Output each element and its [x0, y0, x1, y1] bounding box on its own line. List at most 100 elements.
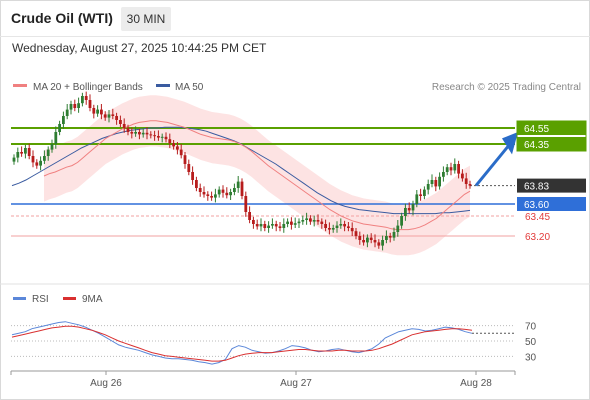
candle-body — [442, 172, 445, 177]
rsi-line — [11, 321, 473, 365]
candle-body — [415, 194, 419, 204]
candle-body — [195, 180, 198, 188]
candle-body — [58, 124, 61, 132]
candle-body — [62, 116, 65, 124]
candle-body — [328, 228, 331, 230]
candle-body — [331, 228, 335, 230]
candle-body — [240, 181, 244, 196]
candle-body — [157, 136, 160, 138]
candle-body — [354, 231, 358, 236]
candle-body — [111, 114, 115, 116]
candle-body — [396, 225, 400, 232]
candle-body — [312, 220, 316, 222]
candle-body — [286, 221, 289, 224]
candle-body — [297, 221, 301, 224]
candle-body — [309, 218, 312, 222]
candle-body — [385, 236, 388, 240]
candle-body — [160, 136, 164, 138]
candle-body — [115, 116, 118, 120]
chart-header: Crude Oil (WTI) 30 MIN — [0, 0, 590, 37]
timeframe-button[interactable]: 30 MIN — [121, 7, 171, 31]
candle-body — [453, 164, 457, 171]
ma20-legend-swatch — [13, 84, 27, 87]
candle-body — [168, 139, 172, 144]
candle-body — [107, 114, 111, 118]
candle-body — [153, 135, 156, 137]
candle-body — [198, 188, 202, 192]
candle-body — [225, 192, 229, 196]
candle-body — [210, 196, 213, 198]
candle-body — [236, 181, 240, 188]
candle-body — [426, 184, 430, 190]
rsi-tick-label: 30 — [525, 352, 537, 363]
candle-body — [92, 108, 96, 114]
candle-body — [191, 172, 194, 180]
candle-body — [282, 224, 286, 228]
candle-body — [350, 228, 354, 232]
candle-body — [206, 194, 210, 196]
candle-body — [255, 224, 259, 227]
candle-body — [172, 143, 175, 147]
rsi-tick-label: 70 — [525, 322, 537, 333]
forecast-arrow-line — [474, 145, 510, 187]
candle-body — [138, 132, 141, 135]
candle-body — [27, 148, 31, 156]
candle-body — [316, 220, 320, 222]
candle-body — [122, 124, 126, 128]
candle-body — [339, 224, 343, 226]
candle-body — [324, 224, 327, 228]
candle-body — [248, 212, 251, 220]
candle-body — [392, 232, 396, 238]
price-tag-last — [517, 178, 586, 193]
candle-body — [366, 237, 369, 243]
candle-body — [461, 173, 464, 179]
candle-body — [267, 225, 270, 228]
price-tag-64.35 — [517, 137, 586, 151]
candle-body — [449, 167, 453, 171]
price-tag-text-64.55: 64.55 — [524, 124, 549, 135]
candle-body — [293, 223, 297, 225]
candle-body — [54, 132, 58, 144]
candle-body — [244, 196, 248, 212]
candle-body — [404, 208, 407, 216]
candle-body — [468, 184, 472, 186]
credit-text: Research © 2025 Trading Central — [432, 82, 581, 93]
forecast-arrow-head — [502, 132, 518, 155]
ma20-legend-label: MA 20 + Bollinger Bands — [33, 82, 143, 93]
candle-body — [77, 103, 80, 108]
candle-body — [290, 221, 293, 225]
x-tick-label: Aug 26 — [90, 378, 122, 389]
candle-body — [400, 216, 403, 226]
candle-body — [130, 132, 134, 134]
candle-body — [81, 96, 84, 104]
ma50-legend-label: MA 50 — [175, 82, 204, 93]
x-tick-label: Aug 27 — [280, 378, 312, 389]
candle-body — [347, 226, 350, 228]
rsi-legend-swatch — [13, 297, 26, 300]
candle-body — [263, 224, 267, 228]
candle-body — [373, 240, 377, 243]
rsi-ma-line — [11, 325, 473, 362]
candle-body — [43, 156, 46, 161]
candle-body — [88, 100, 92, 108]
rsi-legend-label: RSI — [32, 294, 49, 305]
candle-body — [12, 157, 16, 162]
instrument-title: Crude Oil (WTI) — [11, 10, 113, 26]
chart-datetime: Wednesday, August 27, 2025 10:44:25 PM C… — [12, 41, 267, 55]
candle-body — [65, 109, 69, 116]
candle-body — [369, 237, 373, 240]
rsi-ma-legend-swatch — [63, 297, 76, 300]
candle-body — [20, 152, 23, 154]
candle-body — [233, 188, 236, 192]
candle-body — [464, 178, 468, 184]
candle-body — [278, 226, 282, 228]
candle-body — [31, 156, 35, 163]
candle-body — [164, 136, 168, 140]
candle-body — [320, 221, 324, 224]
candle-body — [252, 220, 255, 224]
candle-body — [419, 194, 422, 196]
candle-body — [305, 218, 308, 220]
candle-body — [377, 242, 381, 246]
candle-body — [229, 192, 232, 196]
